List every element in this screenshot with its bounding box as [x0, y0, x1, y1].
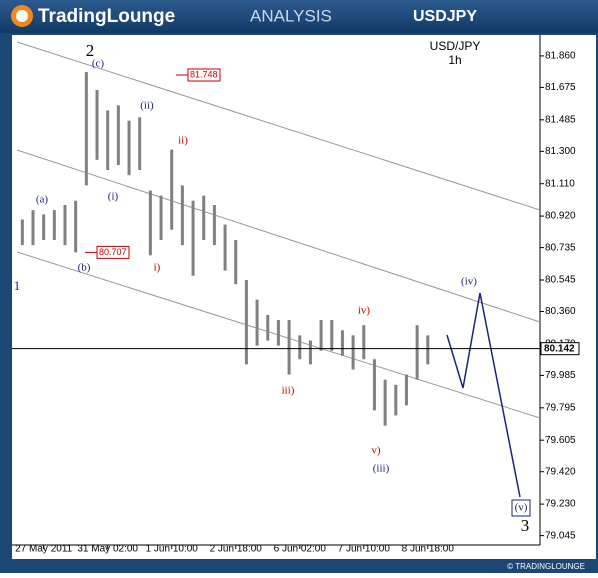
wave-label: iv)	[358, 305, 371, 317]
price-bar	[308, 340, 312, 365]
wave-label: ii)	[178, 135, 188, 147]
wave-label: v)	[371, 445, 381, 457]
price-bar	[95, 89, 99, 160]
price-bar	[298, 335, 302, 360]
price-bar	[31, 210, 35, 246]
wave-label: 3	[521, 516, 530, 535]
timeframe: 1h	[448, 53, 461, 67]
y-tick-label: 81.300	[545, 146, 576, 157]
x-tick-label: 6 Jun 02:00	[274, 544, 327, 555]
price-bar	[42, 214, 46, 240]
price-bar	[180, 185, 184, 246]
price-bar	[351, 335, 355, 370]
price-bar	[84, 72, 88, 186]
price-bar	[394, 384, 398, 416]
y-tick-label: 80.360	[545, 306, 576, 317]
price-bar	[276, 320, 280, 346]
price-label: 80.707	[99, 247, 127, 257]
price-bar	[426, 335, 430, 365]
price-bar	[330, 320, 334, 351]
logo-icon-inner	[16, 10, 28, 22]
wave-label: (i)	[108, 191, 119, 203]
price-box	[96, 245, 130, 259]
x-tick-label: 2 Jun 18:00	[210, 544, 263, 555]
current-price-box	[540, 342, 580, 356]
footer-bar	[0, 560, 598, 573]
wave-label: 1	[14, 278, 21, 293]
footer: © TRADINGLOUNGE	[507, 562, 585, 571]
y-tick-label: 79.230	[545, 499, 576, 510]
price-box	[187, 68, 221, 82]
wave-label: (c)	[92, 58, 105, 70]
y-tick-label: 80.735	[545, 242, 576, 253]
price-bar	[170, 149, 174, 230]
price-bar	[212, 205, 216, 246]
channel-line	[16, 149, 541, 323]
x-tick-label: 7 Jun 10:00	[338, 544, 391, 555]
y-tick-label: 81.675	[545, 82, 576, 93]
current-price-label: 80.142	[544, 343, 575, 354]
price-bar	[138, 117, 142, 171]
price-label: 81.748	[190, 69, 218, 79]
wave-label: i)	[154, 262, 161, 274]
price-bar	[52, 210, 56, 240]
wave-label: (a)	[36, 194, 49, 206]
y-tick-label: 79.795	[545, 402, 576, 413]
price-bar	[159, 195, 163, 240]
price-bar	[415, 325, 419, 380]
price-bar	[148, 190, 152, 256]
price-bar	[223, 224, 227, 271]
y-tick-label: 81.110	[545, 178, 575, 189]
y-tick-label: 79.420	[545, 466, 576, 477]
y-tick-label: 80.545	[545, 275, 576, 286]
price-bar	[404, 374, 408, 406]
price-bar	[244, 279, 248, 365]
price-bar	[127, 120, 131, 176]
chart-subtitle: USD/JPY	[430, 39, 481, 53]
price-bar	[63, 205, 67, 246]
wave-label: (iv)	[461, 276, 477, 288]
y-tick-label: 79.985	[545, 370, 576, 381]
wave-label: 2	[86, 41, 95, 60]
x-tick-label: 27 May 2011	[15, 544, 73, 555]
price-bar	[202, 195, 206, 240]
price-bar	[383, 379, 387, 426]
y-tick-label: 80.920	[545, 211, 576, 222]
price-bar	[255, 299, 259, 346]
price-bar	[319, 320, 323, 351]
price-bar	[362, 325, 366, 360]
price-bar	[74, 200, 78, 253]
price-bar	[106, 110, 110, 171]
forecast-path	[446, 292, 521, 498]
price-bar	[20, 219, 24, 246]
x-tick-label: 31 May 02:00	[77, 544, 138, 555]
header-bar	[0, 0, 598, 33]
brand: TradingLounge	[38, 6, 175, 27]
price-bar	[372, 359, 376, 411]
price-bar	[266, 314, 270, 341]
wave-label: (v)	[515, 502, 528, 514]
price-bar	[234, 239, 238, 285]
chart-title: USDJPY	[413, 8, 477, 25]
wave-label: (iii)	[373, 463, 390, 475]
y-tick-label: 81.485	[545, 114, 576, 125]
y-tick-label: 79.605	[545, 435, 576, 446]
y-tick-label: 79.045	[545, 530, 576, 541]
y-tick-label: 81.860	[545, 51, 576, 62]
price-bar	[340, 330, 344, 356]
brand-suffix: ANALYSIS	[250, 6, 332, 25]
wave-label: iii)	[282, 385, 295, 397]
channel-line	[16, 41, 541, 211]
x-tick-label: 1 Jun 10:00	[146, 544, 199, 555]
price-bar	[116, 105, 120, 165]
price-bar	[287, 320, 291, 375]
plot-background	[12, 35, 596, 559]
wave-label: (b)	[78, 262, 91, 274]
wave-label: (ii)	[140, 100, 154, 112]
x-tick-label: 8 Jun 18:00	[402, 544, 455, 555]
price-bar	[191, 200, 195, 276]
wave-box	[511, 499, 531, 517]
